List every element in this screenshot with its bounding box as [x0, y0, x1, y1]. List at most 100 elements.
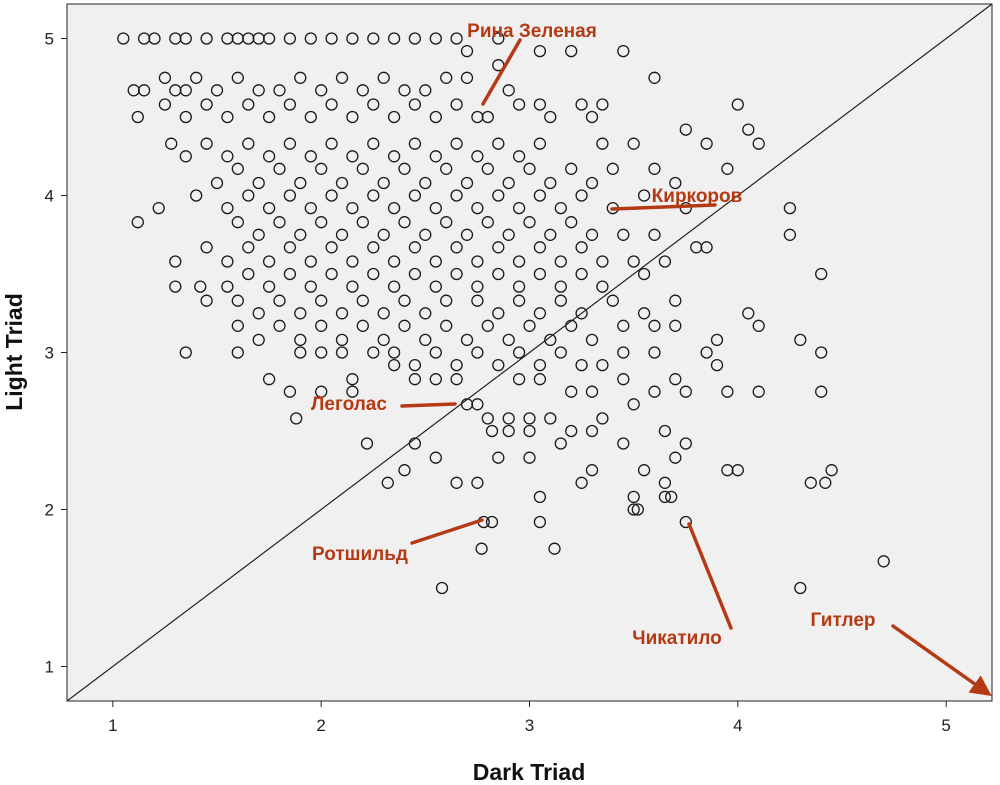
- data-point: [648, 346, 661, 359]
- data-point: [435, 581, 449, 595]
- data-point: [544, 176, 557, 190]
- data-point: [585, 333, 599, 347]
- data-point: [440, 216, 453, 229]
- data-point: [502, 176, 515, 190]
- data-point: [283, 189, 297, 202]
- data-point: [377, 71, 390, 84]
- data-point: [627, 137, 640, 150]
- data-point: [231, 294, 244, 307]
- data-point: [117, 32, 130, 45]
- data-point: [283, 32, 297, 45]
- data-point: [554, 255, 567, 268]
- data-point: [283, 241, 297, 254]
- data-point: [471, 294, 484, 307]
- data-point: [669, 451, 682, 464]
- data-point: [315, 346, 328, 359]
- data-point: [398, 84, 411, 97]
- data-point: [450, 137, 463, 150]
- data-point: [492, 32, 505, 45]
- data-point: [335, 71, 349, 84]
- data-point: [471, 201, 484, 215]
- data-point: [304, 32, 317, 45]
- data-point: [512, 98, 526, 111]
- data-point: [617, 228, 630, 241]
- data-point: [450, 189, 463, 202]
- data-point: [815, 346, 828, 359]
- data-point: [315, 216, 328, 229]
- data-point: [554, 294, 567, 307]
- annotation-leader-line: [891, 624, 992, 697]
- data-point: [200, 241, 213, 254]
- data-point: [554, 201, 567, 215]
- data-point: [481, 412, 494, 425]
- data-point: [648, 162, 661, 175]
- data-point: [492, 137, 505, 150]
- data-point: [304, 110, 317, 124]
- data-point: [346, 110, 359, 124]
- data-points: [117, 32, 890, 595]
- data-point: [325, 241, 338, 254]
- data-point: [596, 412, 609, 425]
- data-point: [658, 255, 672, 268]
- data-point: [346, 255, 359, 268]
- data-point: [273, 162, 286, 175]
- data-point: [544, 412, 557, 425]
- data-point: [544, 228, 557, 241]
- data-point: [523, 216, 536, 229]
- data-point: [179, 110, 192, 124]
- data-point: [450, 267, 463, 281]
- data-point: [210, 176, 224, 190]
- data-point: [367, 98, 380, 111]
- data-point: [429, 110, 442, 124]
- data-point: [398, 294, 411, 307]
- data-point: [294, 176, 307, 190]
- data-point: [710, 333, 724, 347]
- data-point: [294, 346, 307, 359]
- data-point: [481, 216, 494, 229]
- data-point: [617, 373, 630, 386]
- data-point: [617, 437, 630, 450]
- data-point: [471, 280, 484, 293]
- data-point: [367, 137, 380, 150]
- data-point: [367, 189, 380, 202]
- data-point: [700, 346, 713, 359]
- data-point: [627, 398, 640, 411]
- data-point: [387, 201, 401, 215]
- data-point: [190, 189, 203, 202]
- data-point: [221, 150, 234, 163]
- data-point: [502, 333, 515, 347]
- data-point: [429, 451, 442, 464]
- data-point: [242, 137, 255, 150]
- annotation-label: Леголас: [311, 394, 387, 415]
- data-point: [387, 346, 401, 359]
- data-point: [617, 44, 630, 58]
- data-point: [231, 346, 244, 359]
- data-point: [242, 267, 255, 281]
- data-point: [596, 137, 609, 150]
- data-point: [262, 255, 276, 268]
- data-point: [783, 228, 797, 241]
- data-point: [710, 358, 724, 372]
- data-point: [169, 255, 182, 268]
- data-point: [398, 216, 411, 229]
- data-point: [669, 294, 682, 307]
- data-point: [252, 307, 265, 320]
- data-point: [408, 189, 422, 202]
- data-point: [585, 228, 599, 241]
- y-tick-label: 5: [45, 30, 54, 49]
- data-point: [158, 98, 172, 111]
- data-point: [669, 373, 682, 386]
- data-point: [356, 162, 369, 175]
- data-point: [221, 201, 234, 215]
- data-point: [575, 241, 588, 254]
- data-point: [752, 385, 765, 398]
- data-point: [179, 150, 192, 163]
- data-point: [356, 84, 369, 97]
- data-point: [231, 162, 244, 175]
- data-point: [533, 241, 547, 254]
- data-point: [512, 201, 526, 215]
- data-point: [637, 189, 651, 202]
- data-point: [419, 333, 432, 347]
- data-point: [335, 333, 349, 347]
- data-point: [544, 333, 557, 347]
